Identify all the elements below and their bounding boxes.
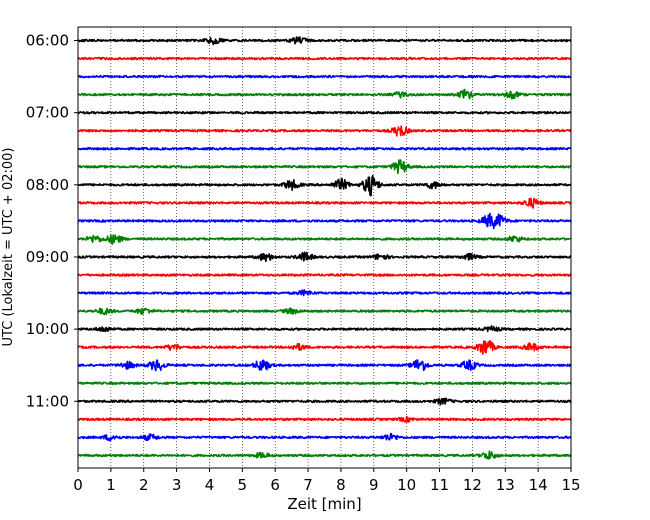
trace-line bbox=[77, 381, 572, 386]
trace-line bbox=[77, 197, 572, 209]
trace-line bbox=[77, 415, 572, 423]
y-tick-label: 11:00 bbox=[26, 392, 69, 410]
trace-line bbox=[77, 450, 572, 460]
trace-line bbox=[77, 56, 572, 61]
trace-line bbox=[77, 74, 572, 79]
x-tick-label: 5 bbox=[238, 476, 248, 494]
trace-line bbox=[77, 273, 572, 277]
trace-group bbox=[77, 36, 572, 460]
trace-line bbox=[77, 212, 572, 230]
x-tick-label: 8 bbox=[336, 476, 346, 494]
x-tick-label: 15 bbox=[561, 476, 580, 494]
trace-line bbox=[77, 289, 572, 297]
trace-line bbox=[77, 159, 572, 175]
y-tick-label: 10:00 bbox=[26, 320, 69, 338]
trace-line bbox=[77, 88, 572, 100]
x-tick-label: 12 bbox=[463, 476, 482, 494]
trace-line bbox=[77, 174, 572, 197]
y-tick-label: 08:00 bbox=[26, 176, 69, 194]
trace-line bbox=[77, 397, 572, 406]
trace-line bbox=[77, 325, 572, 333]
trace-line bbox=[77, 125, 572, 137]
x-tick-label: 13 bbox=[496, 476, 515, 494]
trace-line bbox=[77, 233, 572, 245]
x-tick-label: 1 bbox=[106, 476, 116, 494]
x-tick-label: 9 bbox=[369, 476, 379, 494]
trace-line bbox=[77, 36, 572, 46]
x-tick-label: 11 bbox=[430, 476, 449, 494]
y-tick-label: 09:00 bbox=[26, 248, 69, 266]
x-tick-label: 4 bbox=[205, 476, 215, 494]
x-axis-label: Zeit [min] bbox=[287, 495, 361, 513]
y-axis-label: UTC (Lokalzeit = UTC + 02:00) bbox=[1, 148, 16, 347]
x-tick-label: 0 bbox=[73, 476, 83, 494]
x-tick-label: 7 bbox=[303, 476, 313, 494]
trace-line bbox=[77, 146, 572, 151]
y-tick-label: 07:00 bbox=[26, 104, 69, 122]
y-tick-label: 06:00 bbox=[26, 32, 69, 50]
x-axis-ticks: 0 1 2 3 4 5 6 7 8 9 10 11 12 13 14 15 bbox=[73, 468, 581, 494]
trace-line bbox=[77, 251, 572, 263]
trace-line bbox=[77, 110, 572, 115]
plot-frame bbox=[77, 26, 572, 469]
trace-line bbox=[77, 432, 572, 442]
x-tick-label: 6 bbox=[270, 476, 280, 494]
y-axis-ticks: 06:00 07:00 08:00 09:00 10:00 11:00 bbox=[26, 32, 78, 410]
x-tick-label: 3 bbox=[172, 476, 182, 494]
trace-line bbox=[77, 339, 572, 355]
x-tick-label: 2 bbox=[139, 476, 149, 494]
x-tick-label: 10 bbox=[397, 476, 416, 494]
trace-line bbox=[77, 359, 572, 372]
trace-line bbox=[77, 307, 572, 316]
x-tick-label: 14 bbox=[529, 476, 548, 494]
